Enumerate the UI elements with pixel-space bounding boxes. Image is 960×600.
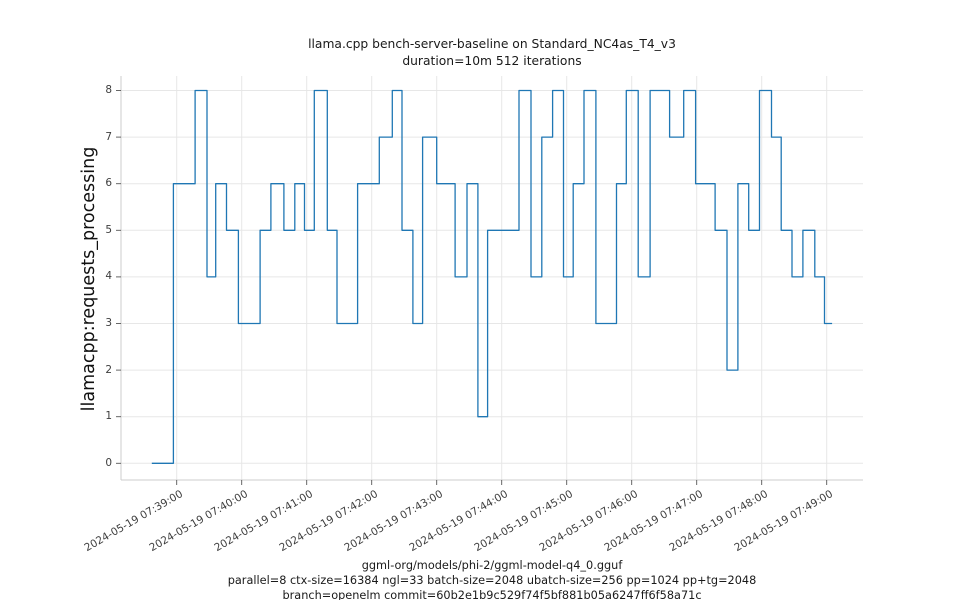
requests-processing-step-line	[151, 89, 833, 464]
y-tick-label: 1	[105, 410, 112, 423]
chart-title: llama.cpp bench-server-baseline on Stand…	[308, 37, 676, 51]
y-tick-label: 5	[105, 223, 112, 236]
y-tick-label: 2	[105, 363, 112, 376]
y-tick-label: 8	[105, 84, 112, 96]
y-tick-label: 0	[105, 456, 112, 469]
caption-model-path: ggml-org/models/phi-2/ggml-model-q4_0.gg…	[361, 559, 623, 572]
y-tick-label: 3	[105, 317, 112, 329]
y-tick-label: 6	[105, 177, 112, 190]
y-tick-label: 4	[105, 270, 112, 283]
caption-branch-commit: branch=openelm commit=60b2e1b9c529f74f5b…	[282, 589, 702, 600]
chart-subtitle: duration=10m 512 iterations	[402, 54, 582, 68]
y-tick-label: 7	[105, 130, 112, 143]
caption-bench-params: parallel=8 ctx-size=16384 ngl=33 batch-s…	[227, 574, 757, 587]
